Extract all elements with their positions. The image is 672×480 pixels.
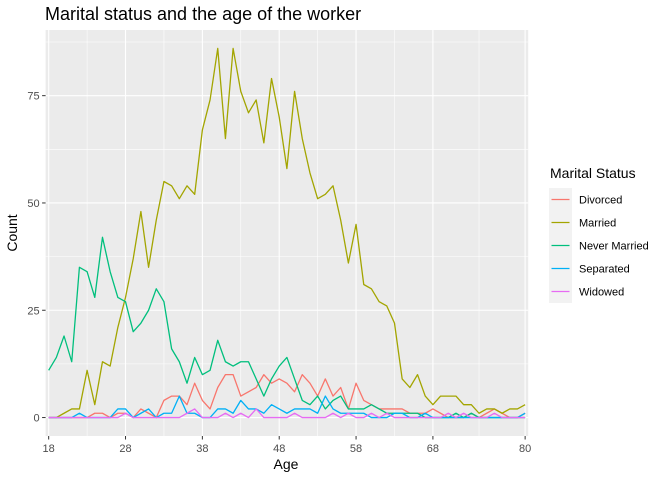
legend-item-divorced: Divorced [549,188,622,211]
y-axis-ticks: 0 25 50 75 [27,91,46,425]
legend-item-widowed: Widowed [549,280,624,303]
series-line-married [48,47,526,419]
legend-item-married: Married [549,211,616,234]
x-tick-label: 48 [273,443,285,455]
y-axis-title: Count [4,214,20,251]
legend-label: Never Married [579,241,649,253]
legend-item-separated: Separated [549,257,630,280]
x-axis-ticks: 18 28 38 48 58 68 80 [43,436,531,455]
x-tick-label: 38 [196,443,208,455]
legend-items: Divorced Married Never Married Separated Wid… [549,188,649,303]
x-tick-label: 68 [427,443,439,455]
legend-label: Divorced [579,195,622,207]
legend-label: Widowed [579,287,624,299]
legend-label: Separated [579,264,630,276]
x-tick-label: 18 [43,443,55,455]
x-tick-label: 28 [119,443,131,455]
legend-title: Marital Status [550,165,636,181]
x-tick-label: 58 [350,443,362,455]
plot-panel [45,30,529,436]
y-tick-label: 25 [27,305,39,317]
legend-label: Married [579,218,616,230]
x-tick-label: 80 [519,443,531,455]
y-tick-label: 50 [27,198,39,210]
chart-title: Marital status and the age of the worker [45,4,361,24]
y-tick-label: 0 [33,413,39,425]
legend: Marital Status Divorced Married Never Marr… [549,165,649,303]
legend-item-never-married: Never Married [549,234,649,257]
series-lines [48,47,526,419]
series-line-separated [48,395,526,419]
y-tick-label: 75 [27,91,39,103]
series-line-widowed [48,408,526,419]
x-axis-title: Age [274,456,299,472]
